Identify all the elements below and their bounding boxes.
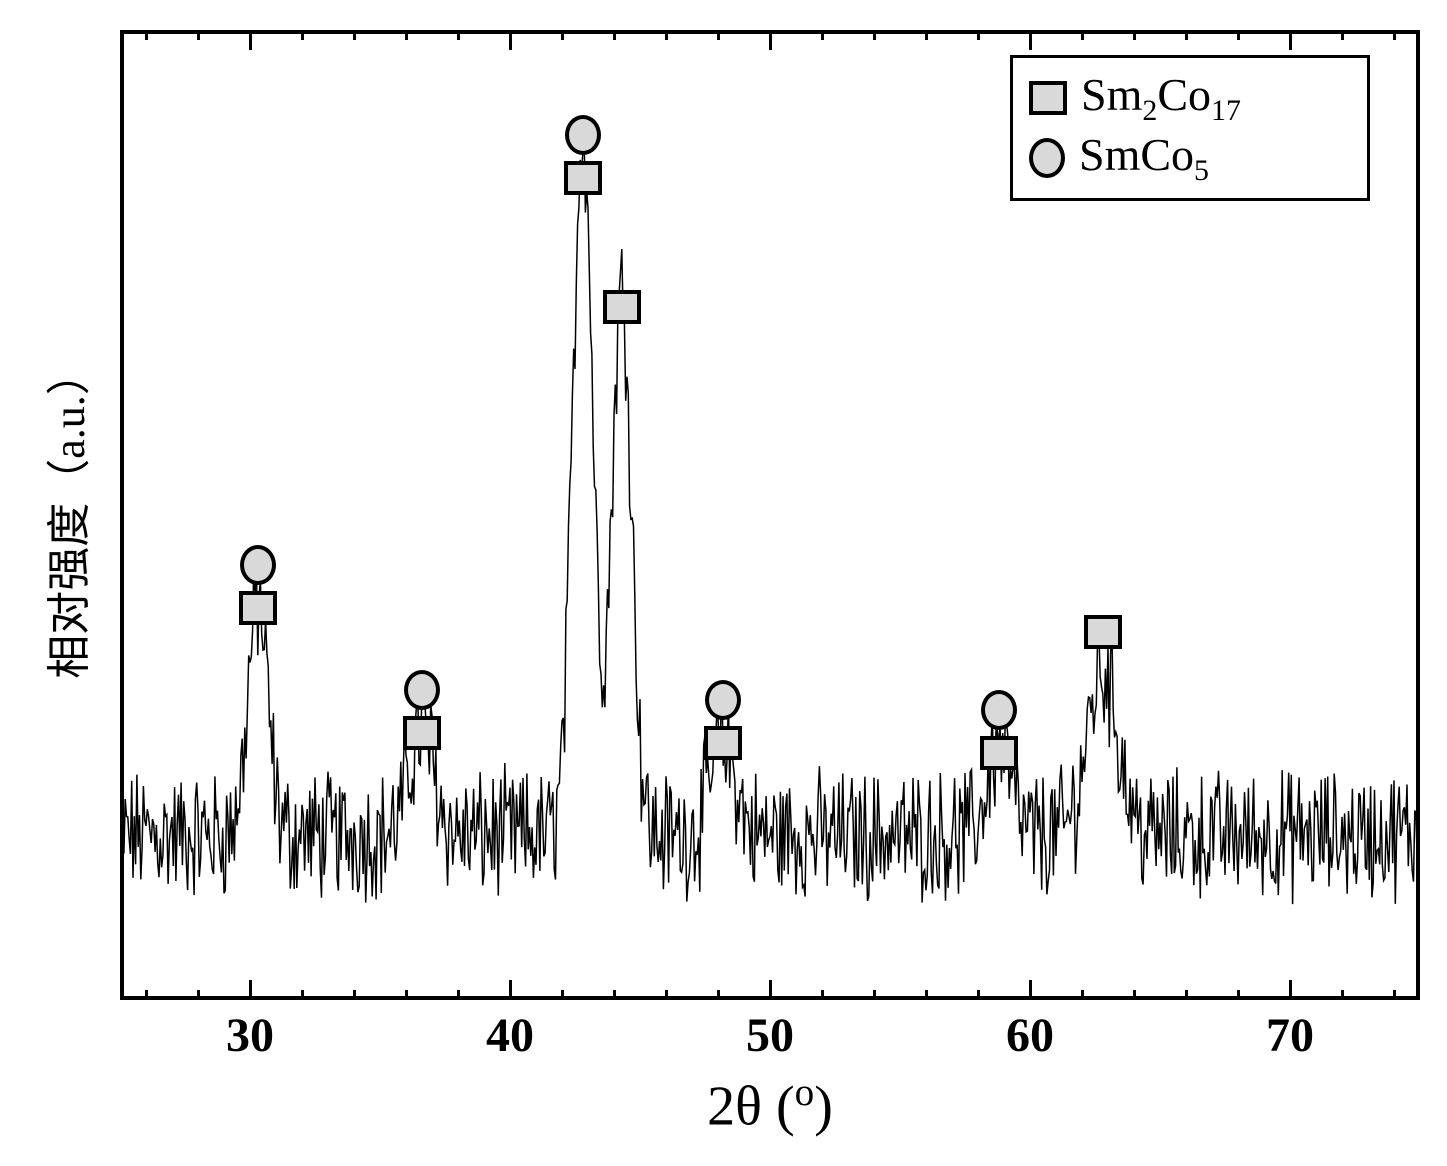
x-tick: [509, 980, 512, 1000]
legend-label: Sm2Co17: [1081, 68, 1241, 128]
x-tick: [925, 990, 928, 1000]
x-tick: [301, 30, 304, 40]
x-tick: [1237, 30, 1240, 40]
peak-marker-group: [564, 115, 602, 195]
x-tick: [717, 990, 720, 1000]
x-tick: [197, 30, 200, 40]
square-marker-icon: [1029, 81, 1067, 115]
x-tick: [1289, 30, 1292, 50]
x-tick: [405, 30, 408, 40]
peak-marker-group: [403, 670, 441, 750]
x-tick: [1341, 30, 1344, 40]
x-tick: [665, 30, 668, 40]
x-tick: [1029, 30, 1032, 50]
x-tick: [717, 30, 720, 40]
x-tick: [145, 990, 148, 1000]
x-tick: [301, 990, 304, 1000]
x-tick: [1081, 30, 1084, 40]
x-tick: [353, 30, 356, 40]
peak-marker-group: [1084, 615, 1122, 649]
x-tick-label: 60: [1006, 1008, 1054, 1063]
x-tick: [457, 30, 460, 40]
x-axis-label: 2θ (o): [707, 1070, 833, 1139]
x-tick: [873, 990, 876, 1000]
xrd-figure: 30 40 50 60 70 2θ (o) 相对强度（a.u.） Sm2Co17SmCo…: [0, 0, 1447, 1166]
x-tick: [145, 30, 148, 40]
x-tick: [405, 990, 408, 1000]
x-tick: [197, 990, 200, 1000]
square-marker-icon: [704, 726, 742, 760]
x-tick: [1133, 30, 1136, 40]
y-axis-label: 相对强度（a.u.）: [33, 351, 97, 679]
x-tick: [561, 990, 564, 1000]
peak-marker-group: [603, 290, 641, 324]
circle-marker-icon: [404, 670, 440, 710]
circle-marker-icon: [240, 545, 276, 585]
peak-marker-group: [980, 690, 1018, 770]
x-tick: [925, 30, 928, 40]
x-tick: [977, 990, 980, 1000]
x-tick: [821, 30, 824, 40]
x-tick: [1341, 990, 1344, 1000]
circle-marker-icon: [1029, 138, 1065, 178]
square-marker-icon: [603, 290, 641, 324]
x-tick: [249, 30, 252, 50]
x-tick: [1029, 980, 1032, 1000]
x-tick: [1081, 990, 1084, 1000]
circle-marker-icon: [981, 690, 1017, 730]
x-tick: [1185, 30, 1188, 40]
x-tick-label: 50: [746, 1008, 794, 1063]
square-marker-icon: [564, 161, 602, 195]
legend-item: SmCo5: [1029, 128, 1351, 188]
x-tick-label: 70: [1266, 1008, 1314, 1063]
x-tick-label: 30: [226, 1008, 274, 1063]
peak-marker-group: [239, 545, 277, 625]
x-tick: [769, 980, 772, 1000]
x-tick: [613, 30, 616, 40]
square-marker-icon: [403, 716, 441, 750]
x-tick: [509, 30, 512, 50]
x-tick: [613, 990, 616, 1000]
square-marker-icon: [239, 591, 277, 625]
x-tick: [665, 990, 668, 1000]
x-tick: [873, 30, 876, 40]
legend-label: SmCo5: [1079, 128, 1209, 188]
square-marker-icon: [980, 736, 1018, 770]
x-tick: [821, 990, 824, 1000]
circle-marker-icon: [565, 115, 601, 155]
peak-marker-group: [704, 680, 742, 760]
x-tick: [1393, 990, 1396, 1000]
square-marker-icon: [1084, 615, 1122, 649]
circle-marker-icon: [705, 680, 741, 720]
x-tick: [1237, 990, 1240, 1000]
x-tick: [769, 30, 772, 50]
x-tick: [353, 990, 356, 1000]
x-tick: [1185, 990, 1188, 1000]
x-tick: [249, 980, 252, 1000]
legend-box: Sm2Co17SmCo5: [1010, 55, 1370, 201]
x-tick: [561, 30, 564, 40]
x-tick: [1393, 30, 1396, 40]
legend-item: Sm2Co17: [1029, 68, 1351, 128]
x-tick-label: 40: [486, 1008, 534, 1063]
x-tick: [1133, 990, 1136, 1000]
x-tick: [977, 30, 980, 40]
x-tick: [1289, 980, 1292, 1000]
x-tick: [457, 990, 460, 1000]
